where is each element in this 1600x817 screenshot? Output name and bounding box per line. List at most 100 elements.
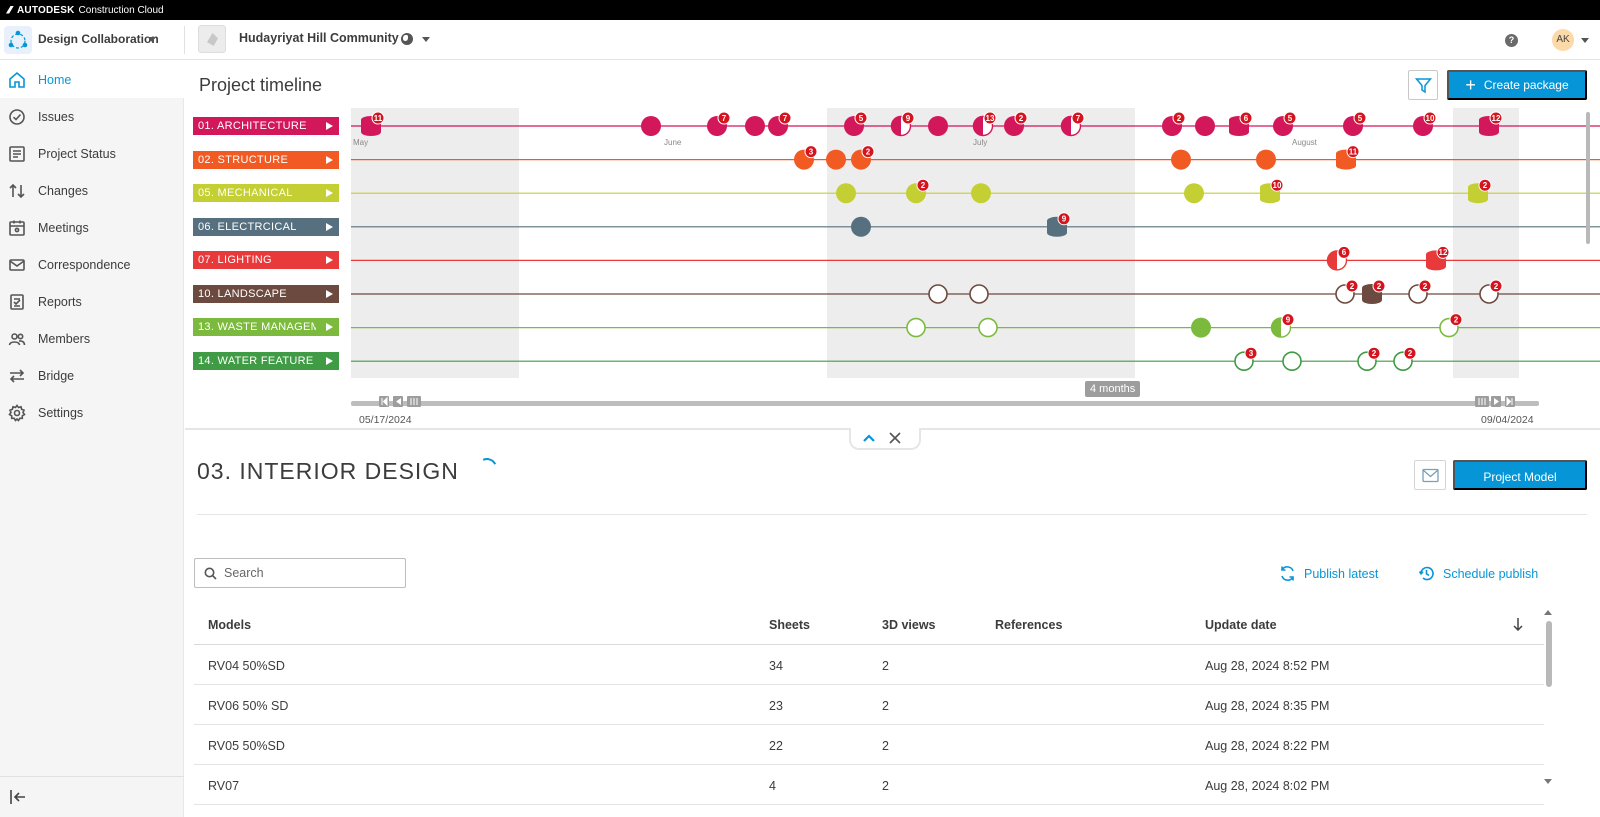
search-input[interactable] — [224, 564, 400, 582]
module-name[interactable]: Design Collaboration — [38, 32, 159, 46]
package-marker[interactable]: 2 — [1479, 279, 1503, 304]
package-marker[interactable]: 5 — [844, 111, 868, 136]
package-marker[interactable] — [906, 317, 926, 338]
package-marker[interactable]: 2 — [851, 145, 875, 170]
search-box[interactable] — [194, 558, 406, 588]
package-marker[interactable]: 2 — [906, 178, 930, 204]
module-switcher-icon[interactable] — [4, 26, 32, 54]
package-marker[interactable]: 5 — [1273, 111, 1297, 136]
range-nav-left[interactable] — [379, 396, 421, 407]
package-marker[interactable]: 9 — [1270, 313, 1295, 338]
package-marker[interactable]: 5 — [1343, 111, 1367, 136]
discipline-lighting[interactable]: 07. LIGHTING — [193, 251, 339, 269]
chevron-up-icon[interactable] — [861, 430, 877, 446]
sidebar-item-settings[interactable]: Settings — [0, 394, 184, 431]
sidebar-item-changes[interactable]: Changes — [0, 172, 184, 209]
discipline-landscape[interactable]: 10. LANDSCAPE — [193, 284, 339, 303]
create-package-button[interactable]: + Create package — [1447, 70, 1587, 100]
timeline-svg[interactable]: May June July August 11 7 7 5 9 13 2 7 2 6 5 5 10 12 3… — [351, 108, 1600, 428]
package-marker[interactable] — [836, 183, 856, 204]
discipline-structure[interactable]: 02. STRUCTURE — [193, 150, 339, 169]
package-marker[interactable] — [1282, 351, 1302, 371]
sidebar-item-issues[interactable]: Issues — [0, 98, 184, 135]
package-marker[interactable]: 9 — [1047, 212, 1071, 237]
package-marker[interactable]: 2 — [1393, 346, 1417, 371]
column-header-models[interactable]: Models — [208, 618, 252, 632]
package-marker[interactable] — [826, 149, 846, 170]
panel-toggle[interactable] — [849, 428, 921, 450]
scroll-down-icon[interactable] — [1544, 779, 1552, 784]
package-marker[interactable]: 13 — [972, 111, 997, 137]
sidebar-item-correspondence[interactable]: Correspondence — [0, 246, 184, 283]
package-marker[interactable]: 2 — [1335, 279, 1359, 304]
schedule-publish-link[interactable]: Schedule publish — [1418, 565, 1538, 582]
table-row[interactable]: RV07 4 2 Aug 28, 2024 8:02 PM — [194, 765, 1544, 805]
package-marker[interactable] — [745, 116, 765, 136]
table-row[interactable]: RV06 50% SD 23 2 Aug 28, 2024 8:35 PM — [194, 685, 1544, 725]
help-icon[interactable]: ? — [1505, 34, 1518, 47]
scroll-up-icon[interactable] — [1544, 610, 1552, 615]
project-name[interactable]: Hudayriyat Hill Community — [239, 31, 399, 45]
package-marker[interactable]: 2 — [1408, 279, 1432, 304]
package-marker[interactable]: 6 — [1326, 245, 1351, 271]
filter-button[interactable] — [1408, 70, 1438, 100]
package-marker[interactable] — [1184, 183, 1204, 204]
sidebar-item-members[interactable]: Members — [0, 320, 184, 357]
sidebar-item-meetings[interactable]: Meetings — [0, 209, 184, 246]
timeline-chart[interactable]: May June July August 11 7 7 5 9 13 2 7 2 6 5 5 10 12 3… — [351, 108, 1600, 428]
avatar[interactable]: AK — [1552, 29, 1574, 51]
close-icon[interactable] — [887, 430, 903, 446]
package-marker[interactable] — [1191, 317, 1211, 338]
column-header-sheets[interactable]: Sheets — [769, 618, 810, 632]
package-marker[interactable] — [978, 317, 998, 338]
package-marker[interactable] — [928, 116, 948, 136]
package-marker[interactable]: 6 — [1229, 111, 1253, 136]
package-marker[interactable]: 10 — [1260, 178, 1284, 204]
range-slider-track[interactable] — [351, 401, 1539, 406]
scrollbar[interactable] — [1546, 621, 1552, 687]
package-marker[interactable]: 7 — [707, 111, 731, 136]
discipline-waste-management[interactable]: 13. WASTE MANAGEMENT — [193, 318, 339, 336]
table-row[interactable]: RV05 50%SD 22 2 Aug 28, 2024 8:22 PM — [194, 725, 1544, 765]
column-header-3d-views[interactable]: 3D views — [882, 618, 936, 632]
column-header-references[interactable]: References — [995, 618, 1063, 632]
discipline-architecture[interactable]: 01. ARCHITECTURE — [193, 117, 339, 135]
sidebar-item-reports[interactable]: Reports — [0, 283, 184, 320]
package-marker[interactable] — [1195, 116, 1215, 136]
package-marker[interactable]: 7 — [768, 111, 792, 136]
package-marker[interactable]: 3 — [794, 145, 818, 170]
package-marker[interactable]: 9 — [890, 111, 915, 137]
scrollbar[interactable] — [1586, 112, 1590, 244]
package-marker[interactable]: 2 — [1362, 279, 1386, 304]
package-marker[interactable]: 12 — [1479, 111, 1503, 136]
package-marker[interactable] — [971, 183, 991, 204]
package-marker[interactable]: 2 — [1468, 178, 1492, 204]
project-model-button[interactable]: Project Model — [1453, 460, 1587, 490]
package-marker[interactable]: 2 — [1162, 111, 1186, 136]
package-marker[interactable]: 2 — [1439, 313, 1463, 338]
publish-latest-link[interactable]: Publish latest — [1279, 565, 1378, 582]
package-marker[interactable]: 3 — [1234, 346, 1258, 371]
package-marker[interactable]: 11 — [361, 111, 385, 136]
chevron-down-icon[interactable] — [422, 37, 430, 42]
package-marker[interactable]: 7 — [1060, 111, 1085, 137]
package-marker[interactable] — [641, 116, 661, 136]
discipline-electrical[interactable]: 06. ELECTRCICAL — [193, 217, 339, 236]
discipline-mechanical[interactable]: 05. MECHANICAL — [193, 184, 339, 202]
sidebar-item-home[interactable]: Home — [0, 61, 184, 98]
discipline-water-feature[interactable]: 14. WATER FEATURE — [193, 351, 339, 370]
chevron-down-icon[interactable] — [1581, 38, 1589, 43]
package-marker[interactable]: 11 — [1336, 145, 1360, 170]
package-marker[interactable] — [851, 216, 871, 237]
package-marker[interactable] — [969, 284, 989, 304]
package-marker[interactable]: 2 — [1357, 346, 1381, 371]
package-marker[interactable]: 10 — [1413, 111, 1437, 136]
sort-descending-icon[interactable] — [1512, 617, 1524, 632]
chevron-down-icon[interactable] — [148, 37, 156, 42]
share-email-button[interactable] — [1414, 460, 1446, 490]
column-header-update-date[interactable]: Update date — [1205, 618, 1277, 632]
collapse-sidebar-icon[interactable] — [8, 787, 28, 807]
package-marker[interactable] — [928, 284, 948, 304]
package-marker[interactable] — [1171, 149, 1191, 170]
range-nav-right[interactable] — [1475, 396, 1515, 407]
